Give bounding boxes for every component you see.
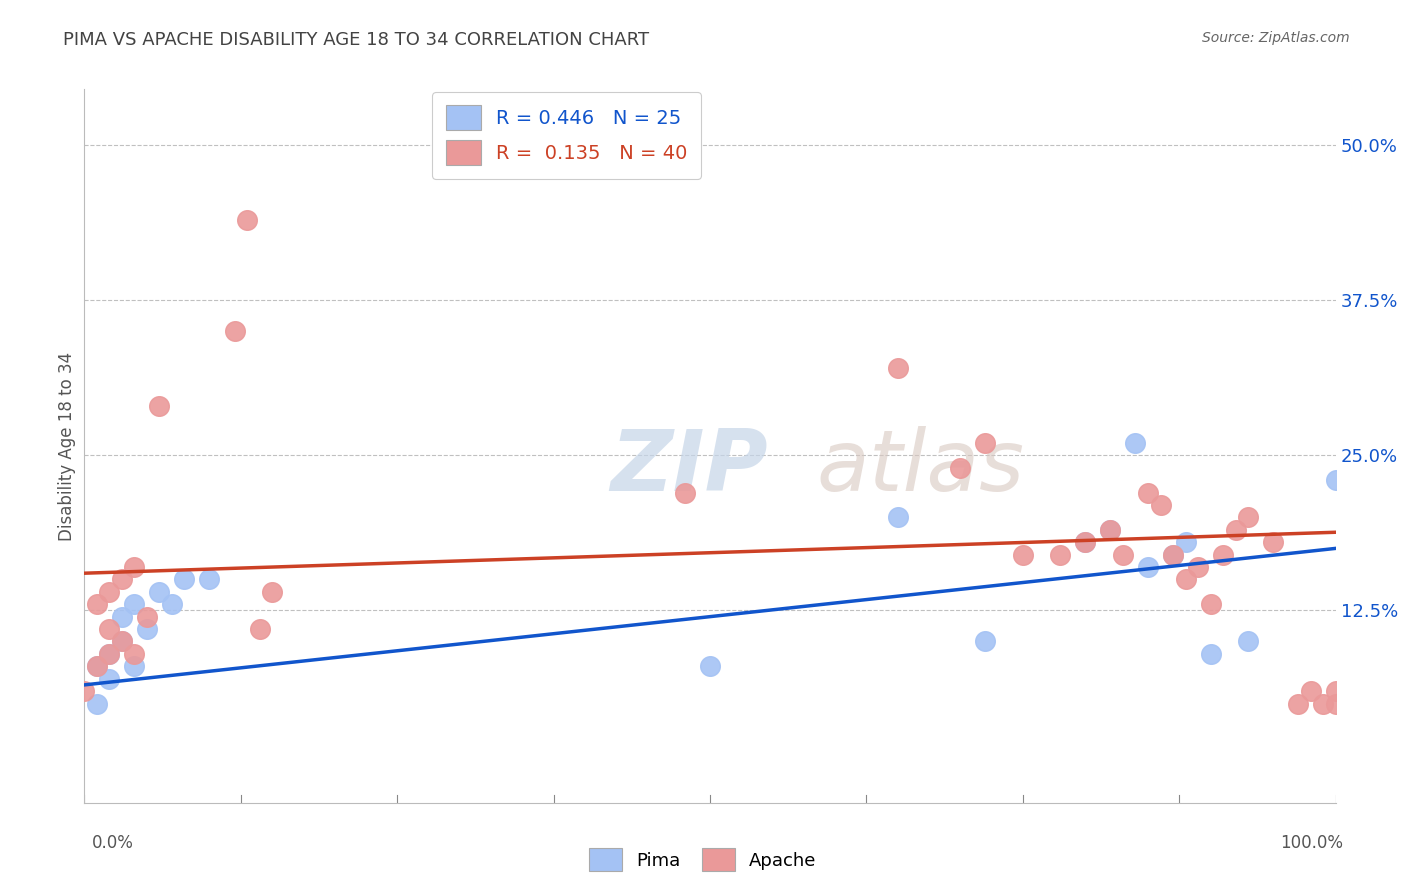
Point	[1324, 697, 1347, 711]
Point	[1199, 647, 1222, 661]
Point	[1225, 523, 1247, 537]
Legend: R = 0.446   N = 25, R =  0.135   N = 40: R = 0.446 N = 25, R = 0.135 N = 40	[432, 92, 702, 178]
Point	[1286, 697, 1309, 711]
Point	[1161, 548, 1184, 562]
Point	[1299, 684, 1322, 698]
Point	[887, 510, 910, 524]
Text: Source: ZipAtlas.com: Source: ZipAtlas.com	[1202, 31, 1350, 45]
Point	[111, 609, 134, 624]
Point	[1125, 436, 1147, 450]
Text: 0.0%: 0.0%	[91, 834, 134, 852]
Point	[1112, 548, 1135, 562]
Point	[124, 647, 146, 661]
Point	[1212, 548, 1234, 562]
Point	[148, 584, 170, 599]
Point	[699, 659, 721, 673]
Point	[1237, 510, 1260, 524]
Point	[98, 647, 121, 661]
Point	[1136, 560, 1159, 574]
Point	[98, 672, 121, 686]
Text: 100.0%: 100.0%	[1279, 834, 1343, 852]
Point	[1174, 535, 1197, 549]
Point	[198, 573, 221, 587]
Point	[224, 324, 246, 338]
Point	[974, 634, 997, 648]
Point	[1263, 535, 1285, 549]
Point	[1324, 684, 1347, 698]
Point	[111, 634, 134, 648]
Point	[1237, 634, 1260, 648]
Point	[111, 634, 134, 648]
Point	[160, 597, 183, 611]
Point	[1174, 573, 1197, 587]
Point	[1099, 523, 1122, 537]
Point	[1187, 560, 1209, 574]
Point	[111, 573, 134, 587]
Point	[262, 584, 284, 599]
Y-axis label: Disability Age 18 to 34: Disability Age 18 to 34	[58, 351, 76, 541]
Point	[98, 647, 121, 661]
Point	[236, 212, 259, 227]
Point	[1312, 697, 1334, 711]
Point	[73, 684, 96, 698]
Text: PIMA VS APACHE DISABILITY AGE 18 TO 34 CORRELATION CHART: PIMA VS APACHE DISABILITY AGE 18 TO 34 C…	[63, 31, 650, 49]
Text: ZIP: ZIP	[610, 425, 768, 509]
Point	[148, 399, 170, 413]
Point	[1074, 535, 1097, 549]
Point	[86, 697, 108, 711]
Point	[1074, 535, 1097, 549]
Point	[673, 485, 696, 500]
Point	[124, 560, 146, 574]
Point	[1012, 548, 1035, 562]
Point	[98, 622, 121, 636]
Legend: Pima, Apache: Pima, Apache	[582, 841, 824, 879]
Point	[974, 436, 997, 450]
Point	[124, 597, 146, 611]
Point	[136, 609, 159, 624]
Point	[173, 573, 195, 587]
Point	[124, 659, 146, 673]
Point	[1136, 485, 1159, 500]
Point	[1324, 473, 1347, 487]
Point	[1149, 498, 1171, 512]
Point	[86, 659, 108, 673]
Point	[249, 622, 271, 636]
Point	[1049, 548, 1071, 562]
Point	[1099, 523, 1122, 537]
Point	[1161, 548, 1184, 562]
Point	[887, 361, 910, 376]
Point	[98, 584, 121, 599]
Point	[136, 622, 159, 636]
Point	[86, 659, 108, 673]
Point	[949, 460, 972, 475]
Point	[86, 597, 108, 611]
Point	[1199, 597, 1222, 611]
Text: atlas: atlas	[817, 425, 1025, 509]
